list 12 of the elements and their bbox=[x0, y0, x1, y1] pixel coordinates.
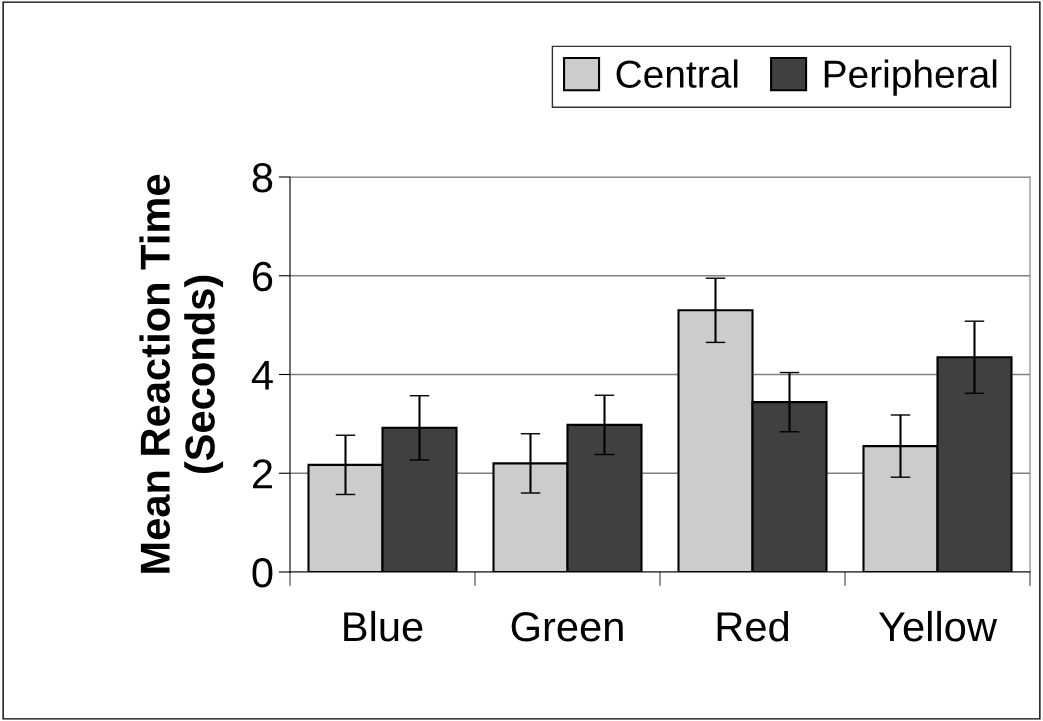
y-tick-label: 0 bbox=[252, 558, 273, 588]
x-tick-label: Blue bbox=[344, 610, 423, 642]
legend-label: Central bbox=[616, 59, 738, 88]
y-tick-label: 2 bbox=[252, 459, 272, 489]
y-tick-label: 8 bbox=[252, 163, 273, 193]
x-tick-label: Green bbox=[511, 611, 623, 642]
x-tick-label: Yellow bbox=[878, 610, 998, 642]
y-axis-title: Mean Reaction Time (Seconds) bbox=[139, 174, 224, 573]
x-tick-label: Red bbox=[717, 610, 789, 642]
legend-label: Peripheral bbox=[824, 59, 997, 96]
y-tick-label: 6 bbox=[252, 261, 273, 292]
y-tick-label: 4 bbox=[251, 360, 273, 390]
